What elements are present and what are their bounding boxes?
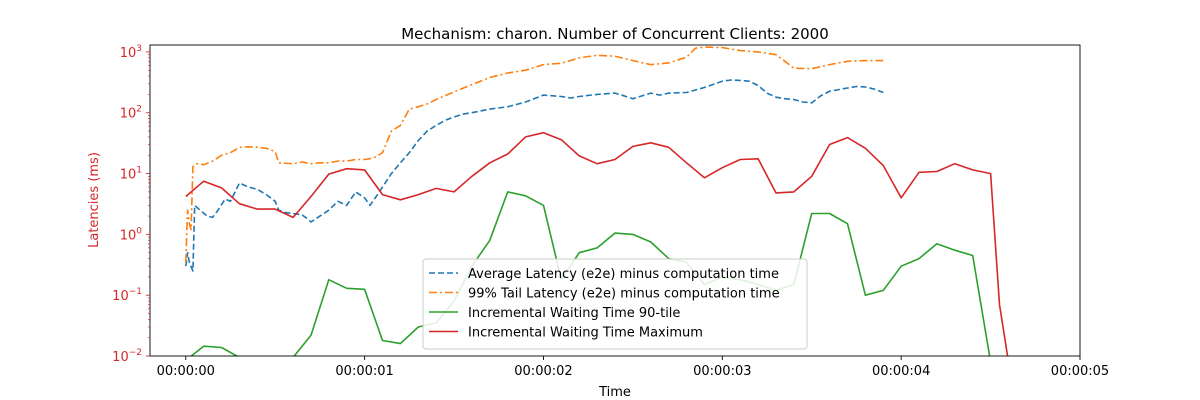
- legend-frame: [422, 258, 808, 350]
- y-axis-ticks: 10−2 10−1 100 101 102 103: [112, 44, 150, 365]
- x-tick-label: 00:00:01: [335, 364, 393, 379]
- legend-label: 99% Tail Latency (e2e) minus computation…: [468, 287, 780, 302]
- x-tick-label: 00:00:03: [693, 364, 751, 379]
- x-tick-label: 00:00:00: [157, 364, 215, 379]
- x-axis-ticks: 00:00:00 00:00:01 00:00:02 00:00:03 00:00:04…: [157, 356, 1109, 379]
- y-tick-label: 103: [120, 44, 142, 61]
- series-line-incremental-waiting-time-90-tile: [189, 191, 991, 356]
- legend-label: Incremental Waiting Time 90-tile: [468, 306, 680, 321]
- x-tick-label: 00:00:04: [872, 364, 930, 379]
- y-axis-label: Latencies (ms): [87, 152, 102, 248]
- x-tick-label: 00:00:02: [514, 364, 572, 379]
- x-tick-label: 00:00:05: [1051, 364, 1109, 379]
- y-tick-label: 10−2: [112, 348, 142, 365]
- legend-label: Average Latency (e2e) minus computation …: [468, 267, 779, 282]
- legend-label: Incremental Waiting Time Maximum: [468, 326, 703, 341]
- x-axis-label: Time: [598, 385, 631, 400]
- plot-frame: [149, 44, 1081, 357]
- chart-title: Mechanism: charon. Number of Concurrent …: [401, 25, 829, 43]
- y-tick-label: 102: [120, 105, 142, 122]
- series-line-average-latency-e2e-minus-computation-time: [185, 79, 884, 272]
- legend: Average Latency (e2e) minus computation …: [422, 258, 808, 350]
- series-line-incremental-waiting-time-maximum: [185, 131, 1009, 356]
- series-layer: [185, 46, 1009, 356]
- y-tick-label: 101: [120, 166, 142, 183]
- y-tick-label: 10−1: [112, 287, 142, 304]
- series-line-99-tail-latency-e2e-minus-computation-time: [185, 46, 884, 263]
- y-tick-label: 100: [120, 226, 143, 243]
